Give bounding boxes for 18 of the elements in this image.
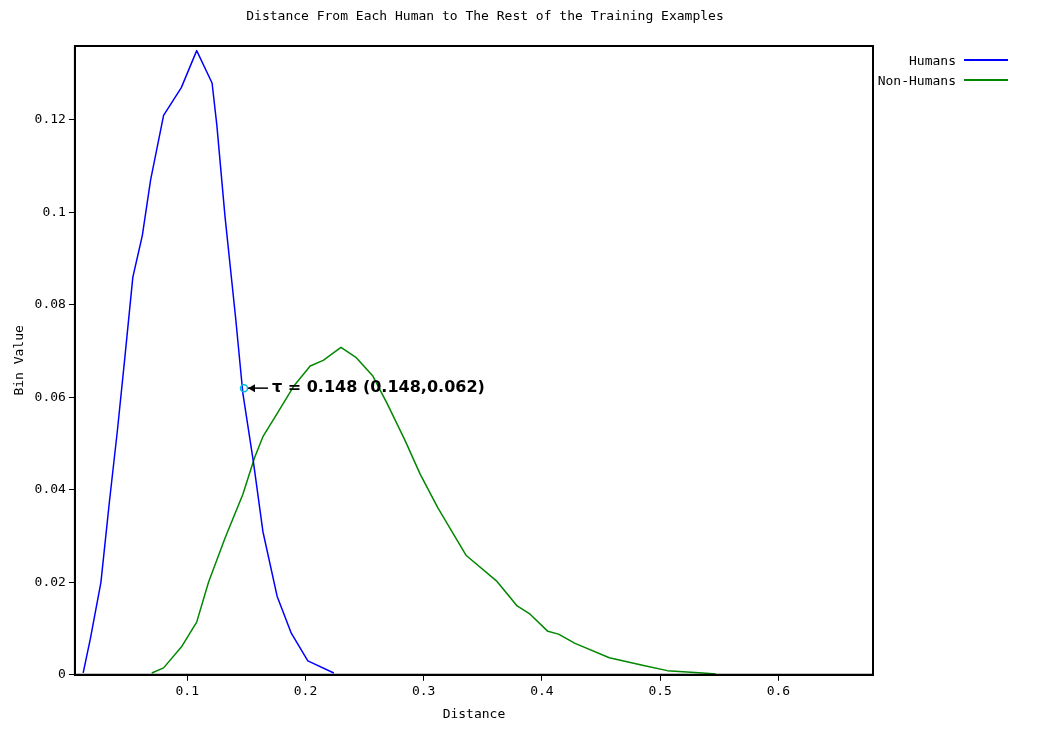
y-tick-label: 0.06 xyxy=(34,388,66,404)
y-tick-label: 0.08 xyxy=(34,296,66,312)
chart-title: Distance From Each Human to The Rest of the Training Examples xyxy=(245,8,725,23)
x-tick-label: 0.6 xyxy=(766,682,791,698)
x-tick-label: 0.4 xyxy=(530,682,554,698)
x-tick-label: 0.5 xyxy=(648,682,672,698)
x-axis-title: Distance xyxy=(442,705,506,721)
y-tick-label: 0.1 xyxy=(42,203,66,219)
x-tick-label: 0.1 xyxy=(175,682,199,698)
legend-label: Humans xyxy=(909,52,956,68)
y-tick-label: 0.04 xyxy=(34,481,67,497)
x-tick-label: 0.3 xyxy=(411,682,436,698)
legend-label: Non-Humans xyxy=(877,72,956,88)
y-axis-title: Bin Value xyxy=(11,325,27,396)
y-tick-label: 0.02 xyxy=(34,573,66,589)
y-tick-label: 0.12 xyxy=(34,111,66,127)
x-tick-label: 0.2 xyxy=(293,682,318,698)
y-tick-label: 0 xyxy=(58,666,66,682)
